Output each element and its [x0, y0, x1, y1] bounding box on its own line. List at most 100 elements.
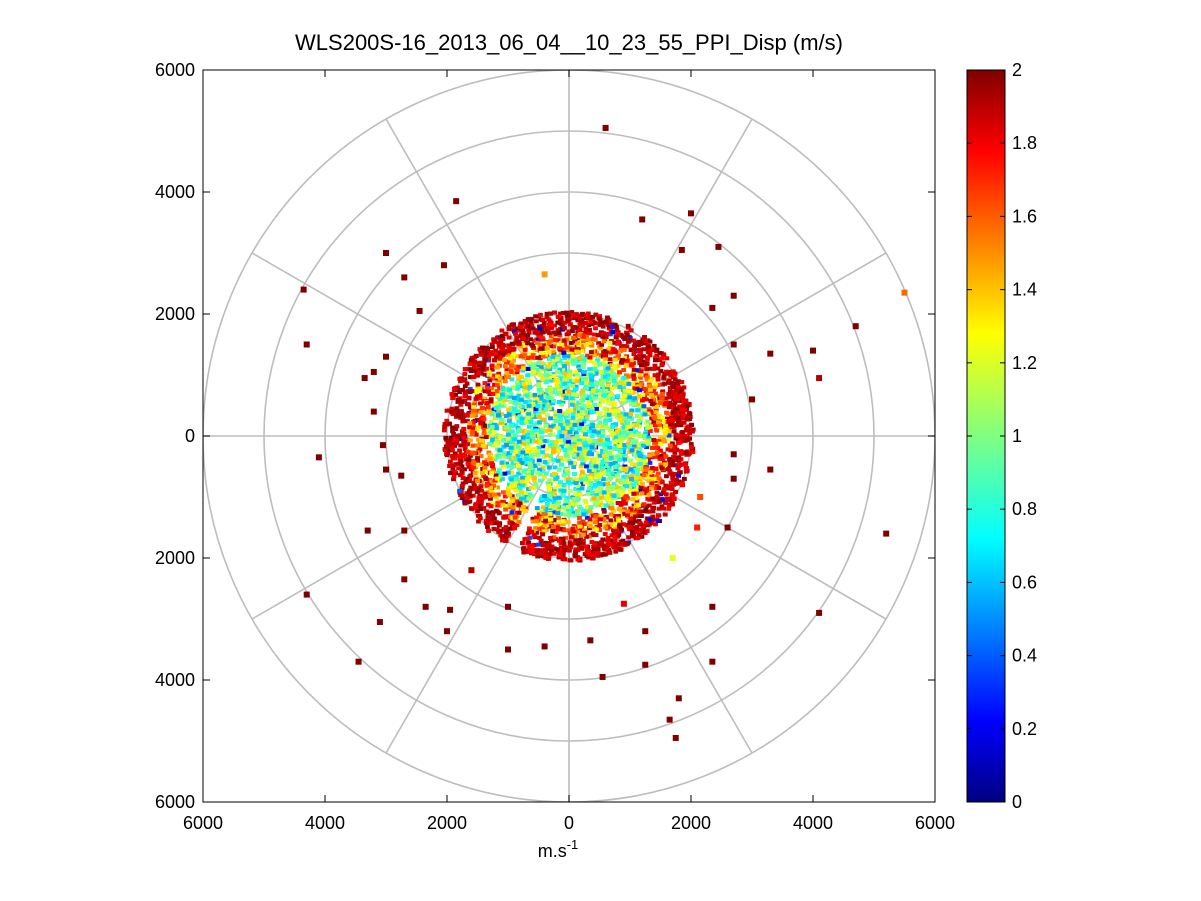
dense-cell: [621, 430, 627, 435]
dense-cell: [577, 368, 582, 373]
dense-cell: [619, 419, 625, 424]
dense-cell: [669, 498, 675, 503]
dense-cell: [470, 493, 476, 498]
dense-cell: [631, 443, 637, 448]
dense-cell: [585, 455, 590, 460]
dense-cell: [508, 457, 514, 462]
dense-cell: [536, 535, 542, 540]
dense-cell: [642, 407, 648, 412]
dense-cell: [471, 480, 477, 485]
dense-cell: [641, 359, 647, 364]
dense-cell: [612, 514, 618, 519]
dense-cell: [609, 322, 615, 327]
dense-cell: [537, 373, 543, 378]
dense-cell: [549, 440, 555, 445]
dense-cell: [477, 386, 483, 391]
dense-cell: [556, 399, 562, 404]
dense-cell: [537, 356, 543, 361]
dense-cell: [510, 460, 516, 465]
dense-cell: [612, 364, 618, 369]
dense-cell: [573, 384, 579, 389]
dense-cell: [626, 381, 632, 386]
dense-cell: [482, 460, 487, 465]
dense-cell: [555, 370, 561, 375]
dense-cell: [585, 515, 590, 520]
dense-cell: [673, 455, 679, 460]
dense-cell: [680, 429, 686, 434]
dense-cell: [558, 351, 564, 356]
dense-cell: [673, 409, 679, 414]
dense-cell: [527, 526, 532, 531]
dense-cell: [540, 444, 546, 449]
dense-cell: [473, 396, 479, 401]
dense-cell: [547, 487, 553, 492]
dense-cell: [566, 511, 572, 516]
dense-cell: [582, 449, 588, 454]
dense-cell: [599, 369, 604, 374]
dense-cell: [675, 381, 681, 386]
dense-cell: [601, 349, 606, 354]
dense-cell: [558, 455, 564, 460]
dense-cell: [615, 516, 621, 521]
dense-cell: [488, 430, 494, 435]
dense-cell: [519, 476, 525, 481]
dense-cell: [612, 433, 618, 438]
dense-cell: [558, 311, 563, 316]
dense-cell: [629, 509, 635, 514]
dense-cell: [621, 454, 627, 459]
dense-cell: [495, 492, 501, 497]
dense-cell: [572, 422, 578, 427]
dense-cell: [560, 522, 566, 527]
dense-cell: [551, 457, 557, 462]
dense-cell: [645, 390, 651, 395]
dense-cell: [661, 451, 667, 456]
dense-cell: [516, 471, 522, 476]
dense-cell: [453, 392, 459, 397]
grid-spoke-240: [385, 435, 570, 754]
dense-cell: [598, 320, 604, 325]
dense-cell: [583, 384, 589, 389]
dense-cell: [650, 509, 656, 514]
dense-cell: [648, 346, 654, 351]
dense-cell: [529, 440, 534, 445]
dense-cell: [637, 521, 643, 526]
dense-cell: [533, 319, 539, 324]
dense-cell: [597, 322, 603, 327]
dense-cell: [477, 396, 483, 401]
dense-cell: [611, 481, 617, 486]
dense-cell: [598, 346, 604, 351]
dense-cell: [640, 354, 646, 359]
dense-cell: [671, 447, 677, 452]
dense-cell: [527, 360, 533, 365]
dense-cell: [555, 328, 561, 333]
dense-cell: [541, 320, 547, 325]
dense-cell: [537, 437, 543, 442]
dense-cell: [544, 346, 550, 351]
dense-cell: [597, 522, 603, 527]
dense-cell: [665, 447, 671, 452]
dense-cell: [570, 381, 576, 386]
dense-cell: [577, 418, 583, 423]
dense-cell: [553, 414, 558, 419]
dense-cell: [583, 381, 589, 386]
dense-cell: [518, 496, 524, 501]
dense-cell: [654, 428, 660, 433]
dense-cell: [531, 552, 537, 557]
dense-cell: [636, 402, 641, 407]
dense-cell: [638, 350, 644, 355]
dense-cell: [515, 495, 521, 500]
dense-cell: [572, 387, 578, 392]
dense-cell: [618, 547, 624, 552]
dense-cell: [551, 535, 557, 540]
dense-cell: [516, 439, 522, 444]
dense-cell: [471, 483, 477, 488]
dense-cell: [664, 428, 670, 433]
dense-cell: [535, 554, 541, 559]
dense-cell: [466, 490, 472, 495]
dense-cell: [458, 379, 463, 384]
dense-cell: [581, 521, 587, 526]
dense-cell: [538, 348, 544, 353]
dense-cell: [628, 507, 634, 512]
dense-cell: [541, 417, 547, 422]
dense-cell: [513, 474, 519, 479]
